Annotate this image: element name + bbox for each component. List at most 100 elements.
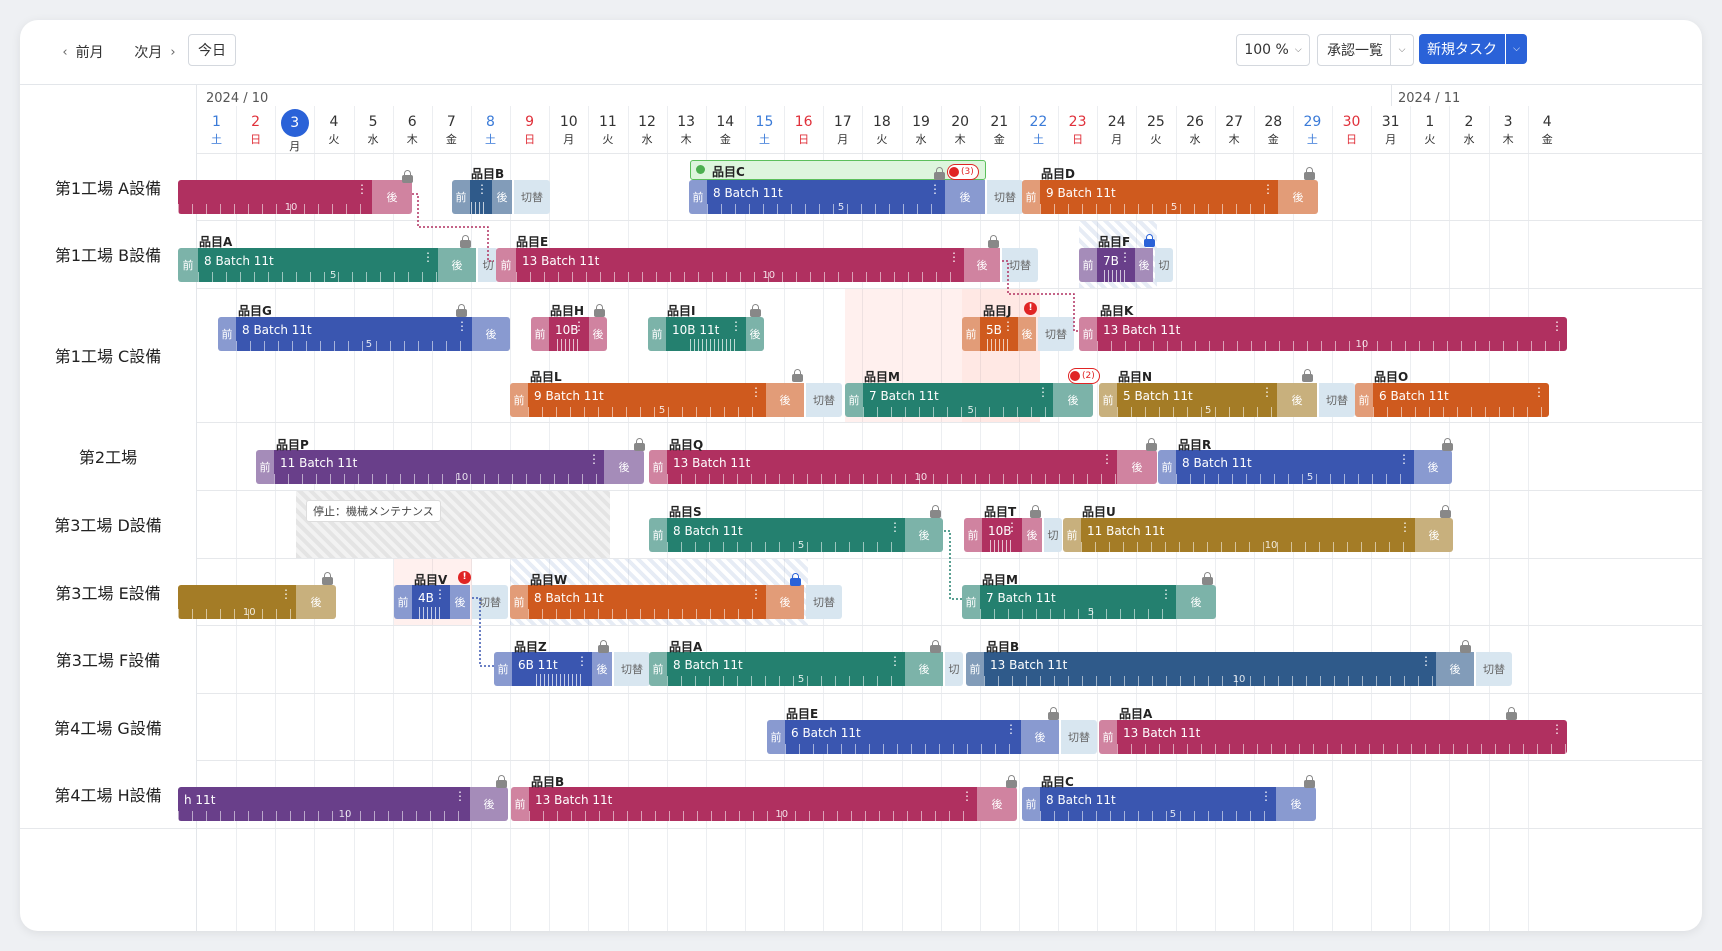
pre-process-segment[interactable]: 前	[531, 317, 549, 351]
main-segment[interactable]: 8 Batch 11t 5 ⋮	[667, 518, 905, 552]
lock-icon[interactable]	[1144, 234, 1155, 247]
kebab-icon[interactable]: ⋮	[1002, 319, 1014, 333]
main-segment[interactable]: 6B 11t ⋮	[512, 652, 592, 686]
pre-process-segment[interactable]: 前	[1022, 787, 1040, 821]
main-segment[interactable]: 8 Batch 11t 5 ⋮	[1040, 787, 1276, 821]
lock-icon[interactable]	[598, 640, 609, 653]
task-bar[interactable]: 前 4B ⋮ 後切替	[394, 585, 508, 619]
task-bar[interactable]: 前 8 Batch 11t 5 ⋮ 後切	[649, 652, 963, 686]
main-segment[interactable]: 8 Batch 11t ⋮	[528, 585, 766, 619]
pre-process-segment[interactable]: 前	[1099, 383, 1117, 417]
kebab-icon[interactable]: ⋮	[889, 520, 901, 534]
task-bar[interactable]: 前 8 Batch 11t ⋮ 後切替	[510, 585, 842, 619]
kebab-icon[interactable]: ⋮	[1551, 722, 1563, 736]
post-process-segment[interactable]: 後	[905, 518, 943, 552]
pre-process-segment[interactable]: 前	[178, 248, 198, 282]
lock-icon[interactable]	[594, 304, 605, 317]
kebab-icon[interactable]: ⋮	[889, 654, 901, 668]
switchover-segment[interactable]: 切替	[1002, 248, 1038, 282]
kebab-icon[interactable]: ⋮	[1119, 250, 1131, 264]
pre-process-segment[interactable]: 前	[845, 383, 863, 417]
task-bar[interactable]: 前 11 Batch 11t 10 ⋮ 後	[256, 450, 644, 484]
kebab-icon[interactable]: ⋮	[961, 789, 973, 803]
task-bar[interactable]: 前 13 Batch 11t 10 ⋮ 後切替	[496, 248, 1038, 282]
main-segment[interactable]: h 11t 10 ⋮	[178, 787, 470, 821]
task-bar[interactable]: 前 5B ⋮ 後切替	[962, 317, 1074, 351]
pre-process-segment[interactable]: 前	[649, 652, 667, 686]
kebab-icon[interactable]: ⋮	[1399, 520, 1411, 534]
pre-process-segment[interactable]: 前	[648, 317, 666, 351]
kebab-icon[interactable]: ⋮	[750, 385, 762, 399]
new-task-dropdown-button[interactable]: ⌵	[1506, 34, 1527, 64]
lock-icon[interactable]	[1506, 707, 1517, 720]
lock-icon[interactable]	[1442, 438, 1453, 451]
main-segment[interactable]: 10 ⋮	[178, 180, 372, 214]
today-button[interactable]: 今日	[188, 34, 236, 66]
pre-process-segment[interactable]: 前	[452, 180, 470, 214]
task-bar[interactable]: 前 9 Batch 11t 5 ⋮ 後	[1022, 180, 1318, 214]
post-process-segment[interactable]: 後	[1021, 720, 1059, 754]
kebab-icon[interactable]: ⋮	[454, 789, 466, 803]
post-process-segment[interactable]: 後	[1022, 518, 1042, 552]
post-process-segment[interactable]: 後	[1117, 450, 1157, 484]
kebab-icon[interactable]: ⋮	[750, 587, 762, 601]
post-process-segment[interactable]: 後	[450, 585, 470, 619]
main-segment[interactable]: 9 Batch 11t 5 ⋮	[528, 383, 766, 417]
lock-icon[interactable]	[1048, 707, 1059, 720]
task-bar[interactable]: 前 8 Batch 11t 5 ⋮ 後切	[178, 248, 498, 282]
post-process-segment[interactable]: 後	[964, 248, 1000, 282]
main-segment[interactable]: 5B ⋮	[980, 317, 1018, 351]
alert-icon[interactable]: !	[458, 571, 471, 584]
prev-month-button[interactable]: ‹ 前月	[52, 36, 114, 68]
post-process-segment[interactable]: 後	[766, 585, 804, 619]
pre-process-segment[interactable]: 前	[966, 652, 984, 686]
task-bar[interactable]: 前 9 Batch 11t 5 ⋮ 後切替	[510, 383, 842, 417]
main-segment[interactable]: 6 Batch 11t ⋮	[785, 720, 1021, 754]
task-bar[interactable]: 前 8 Batch 11t 5 ⋮ 後	[649, 518, 943, 552]
lock-icon[interactable]	[402, 170, 413, 183]
lock-icon[interactable]	[792, 369, 803, 382]
lock-icon[interactable]	[750, 304, 761, 317]
lock-icon[interactable]	[1304, 775, 1315, 788]
pre-process-segment[interactable]: 前	[1079, 248, 1097, 282]
switchover-segment[interactable]: 切	[1044, 518, 1062, 552]
task-bar[interactable]: 前 13 Batch 11t 10 ⋮	[1079, 317, 1567, 351]
pre-process-segment[interactable]: 前	[510, 585, 528, 619]
post-process-segment[interactable]: 後	[1278, 180, 1318, 214]
task-bar[interactable]: h 11t 10 ⋮ 後	[178, 787, 508, 821]
lock-icon[interactable]	[456, 304, 467, 317]
task-bar[interactable]: 10 ⋮ 後	[178, 180, 412, 214]
post-process-segment[interactable]: 後	[766, 383, 804, 417]
main-segment[interactable]: 9 Batch 11t 5 ⋮	[1040, 180, 1278, 214]
task-bar[interactable]: 前 10B 11t ⋮ 後	[648, 317, 764, 351]
pre-process-segment[interactable]: 前	[510, 383, 528, 417]
switchover-segment[interactable]: 切替	[806, 585, 842, 619]
pre-process-segment[interactable]: 前	[689, 180, 707, 214]
kebab-icon[interactable]: ⋮	[576, 654, 588, 668]
main-segment[interactable]: 8 Batch 11t 5 ⋮	[667, 652, 905, 686]
task-bar[interactable]: 前 13 Batch 11t 10 ⋮ 後切替	[966, 652, 1512, 686]
main-segment[interactable]: 11 Batch 11t 10 ⋮	[1081, 518, 1415, 552]
main-segment[interactable]: 13 Batch 11t ⋮	[1117, 720, 1567, 754]
main-segment[interactable]: 10B ⋮	[549, 317, 589, 351]
kebab-icon[interactable]: ⋮	[356, 182, 368, 196]
pre-process-segment[interactable]: 前	[256, 450, 274, 484]
post-process-segment[interactable]: 後	[1276, 787, 1316, 821]
switchover-segment[interactable]: 切替	[987, 180, 1023, 214]
pre-process-segment[interactable]: 前	[1079, 317, 1097, 351]
main-segment[interactable]: 10B ⋮	[982, 518, 1022, 552]
post-process-segment[interactable]: 後	[296, 585, 336, 619]
pre-process-segment[interactable]: 前	[1063, 518, 1081, 552]
kebab-icon[interactable]: ⋮	[1101, 452, 1113, 466]
pre-process-segment[interactable]: 前	[767, 720, 785, 754]
task-bar[interactable]: 前 8 Batch 11t 5 ⋮ 後	[218, 317, 510, 351]
main-segment[interactable]: 13 Batch 11t 10 ⋮	[516, 248, 964, 282]
post-process-segment[interactable]: 後	[1135, 248, 1153, 282]
pre-process-segment[interactable]: 前	[218, 317, 236, 351]
pre-process-segment[interactable]: 前	[964, 518, 982, 552]
kebab-icon[interactable]: ⋮	[1420, 654, 1432, 668]
kebab-icon[interactable]: ⋮	[476, 182, 488, 196]
lock-icon[interactable]	[930, 640, 941, 653]
main-segment[interactable]: 5 Batch 11t 5 ⋮	[1117, 383, 1277, 417]
task-bar[interactable]: 前 7 Batch 11t 5 ⋮ 後	[962, 585, 1216, 619]
